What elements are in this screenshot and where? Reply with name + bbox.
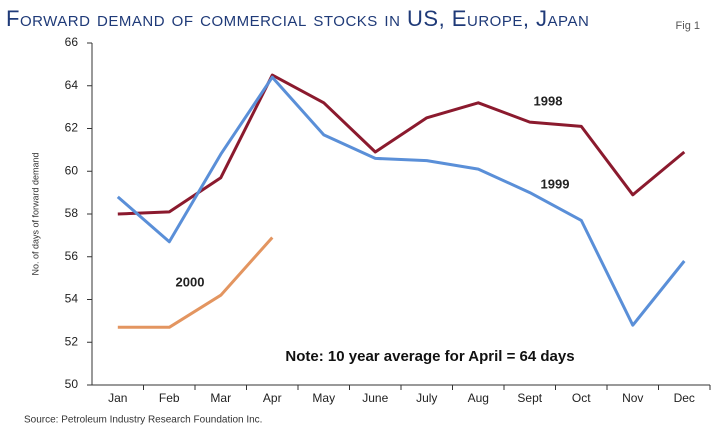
y-tick-label: 54 bbox=[65, 292, 79, 306]
y-tick-label: 60 bbox=[65, 163, 79, 177]
y-tick-label: 64 bbox=[65, 78, 79, 92]
chart-title: Forward demand of commercial stocks in U… bbox=[6, 6, 589, 31]
series-line bbox=[117, 73, 686, 216]
y-tick-label: 52 bbox=[65, 334, 79, 348]
x-tick-label: Jan bbox=[108, 391, 127, 405]
series-line bbox=[117, 236, 274, 329]
x-tick-label: Apr bbox=[263, 391, 282, 405]
y-axis-label: No. of days of forward demand bbox=[30, 152, 40, 275]
series-label: 1999 bbox=[541, 176, 570, 191]
annotation: Note: 10 year average for April = 64 day… bbox=[285, 348, 574, 365]
x-tick-label: Mar bbox=[210, 391, 231, 405]
x-tick-label: Nov bbox=[622, 391, 643, 405]
x-tick-label: Aug bbox=[468, 391, 489, 405]
series-label: 2000 bbox=[176, 274, 205, 289]
x-tick-label: May bbox=[312, 391, 335, 405]
x-tick-label: Feb bbox=[159, 391, 180, 405]
y-tick-label: 58 bbox=[65, 206, 79, 220]
series-label: 1998 bbox=[534, 93, 563, 108]
y-tick-label: 66 bbox=[65, 35, 79, 49]
x-tick-label: Sept bbox=[517, 391, 542, 405]
x-tick-label: Oct bbox=[572, 391, 591, 405]
x-tick-label: July bbox=[416, 391, 437, 405]
x-tick-label: Dec bbox=[674, 391, 695, 405]
x-tick-label: June bbox=[362, 391, 388, 405]
series-line bbox=[116, 75, 686, 327]
y-tick-label: 56 bbox=[65, 249, 79, 263]
y-tick-label: 62 bbox=[65, 121, 79, 135]
y-tick-label: 50 bbox=[65, 377, 79, 391]
figure-label: Fig 1 bbox=[676, 20, 700, 32]
source: Source: Petroleum Industry Research Foun… bbox=[24, 415, 262, 426]
